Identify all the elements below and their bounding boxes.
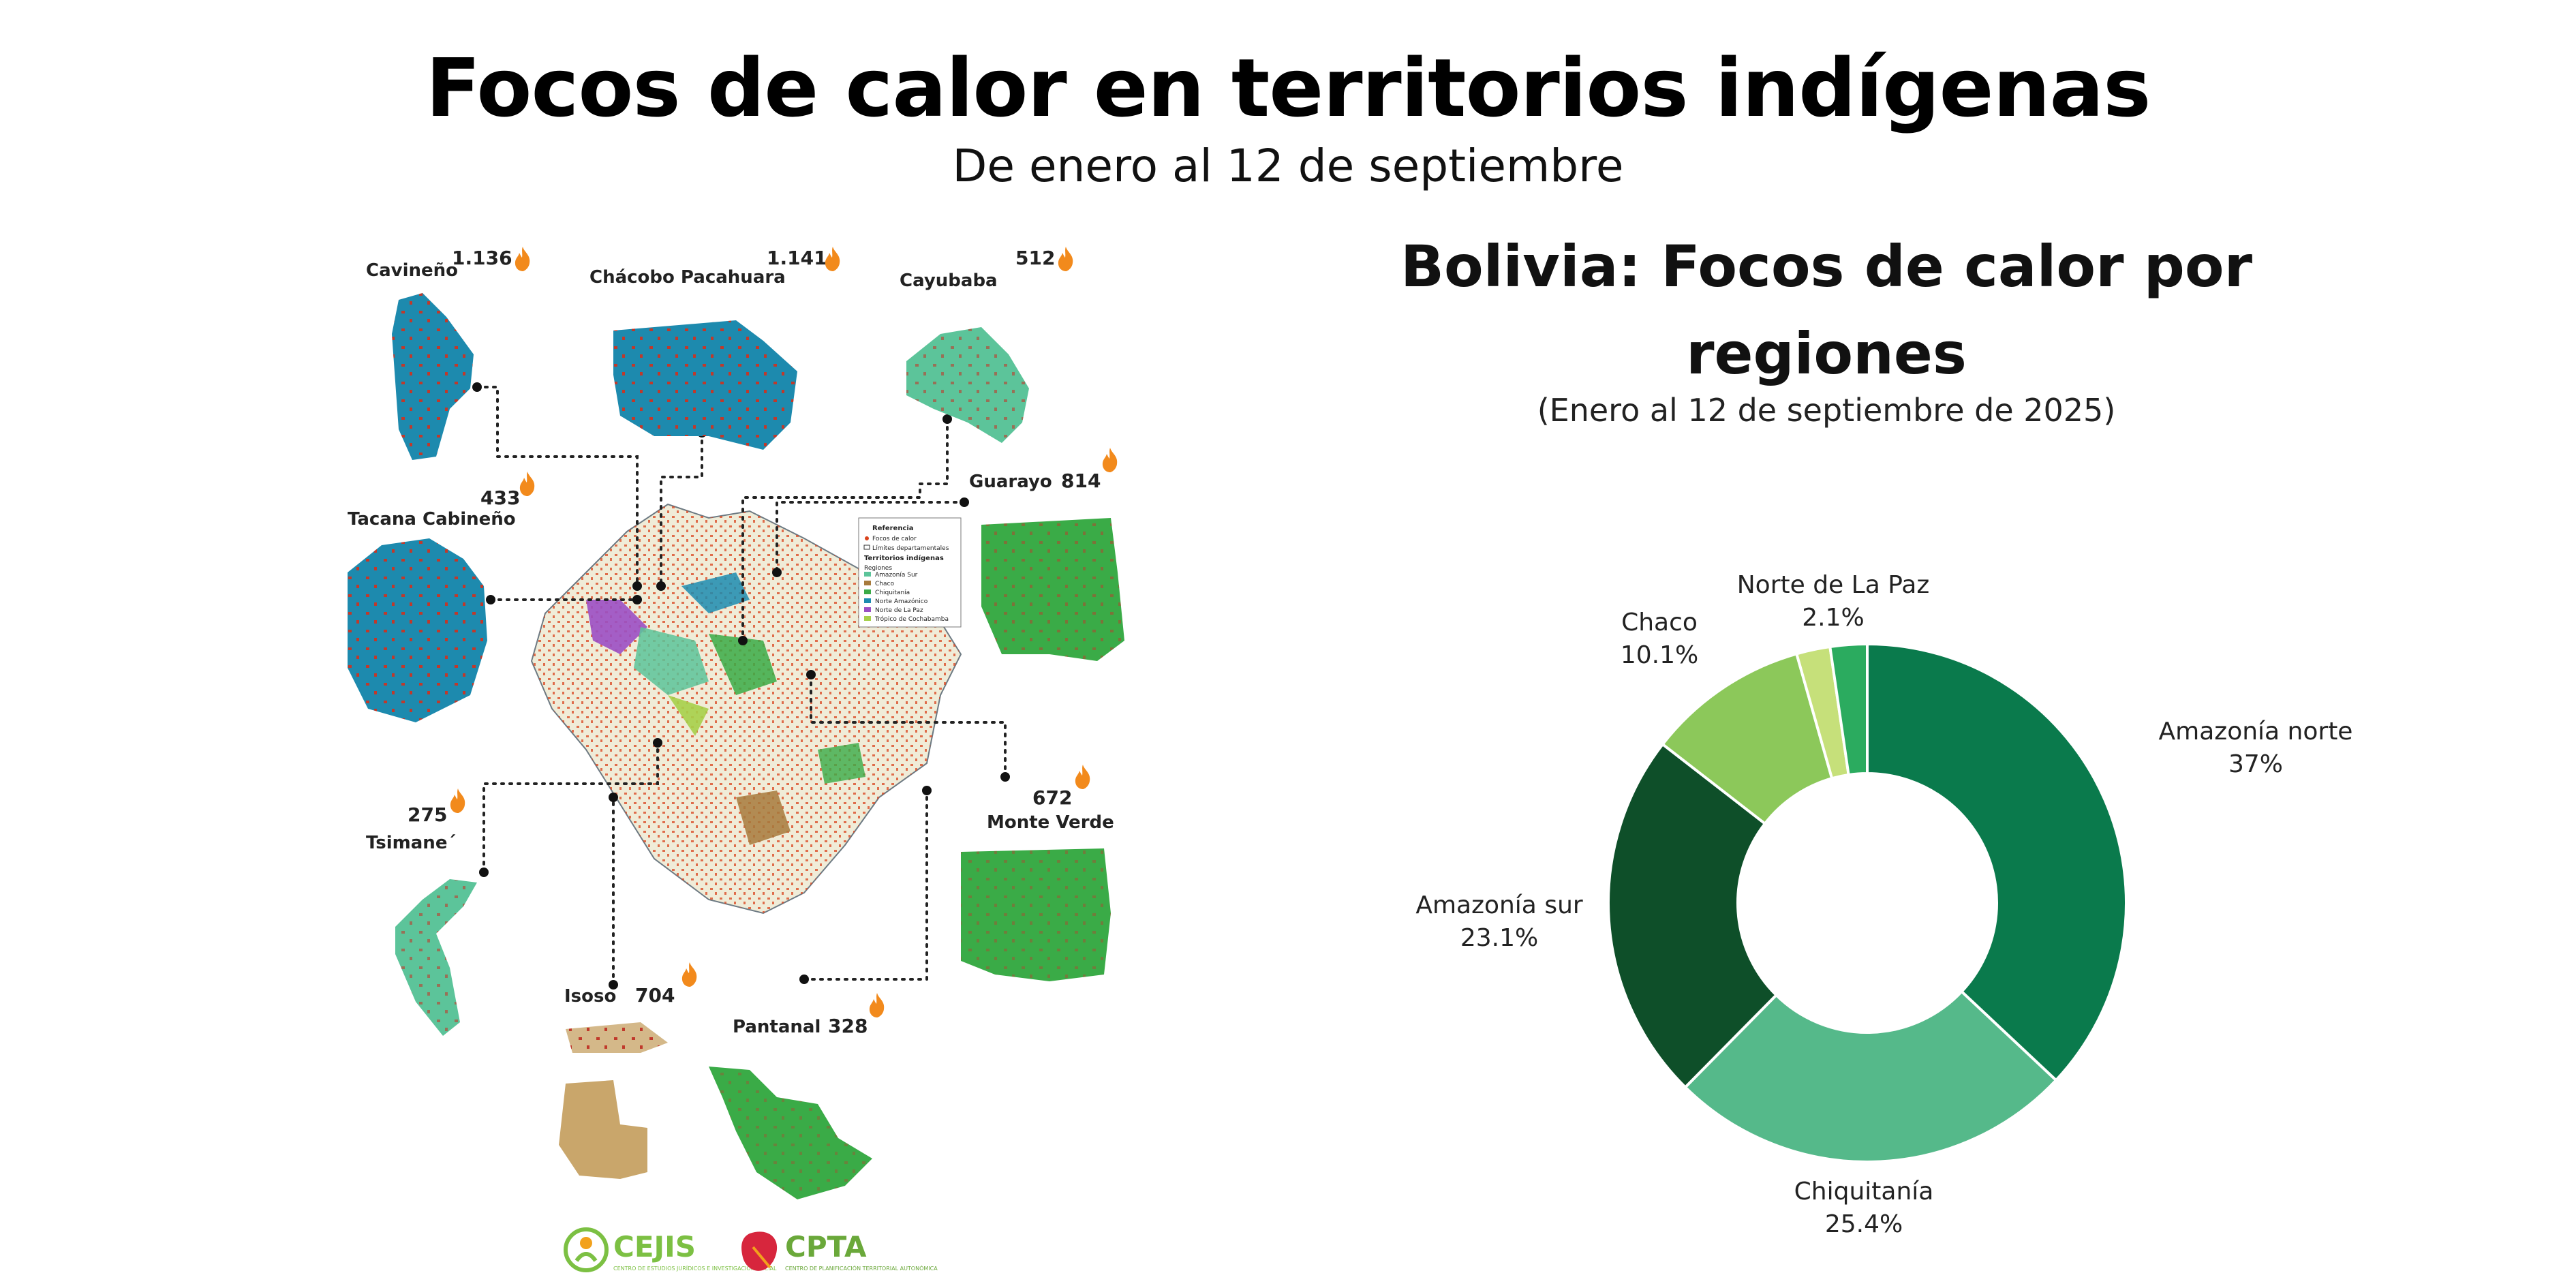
legend-region-label: Chiquitanía <box>875 589 910 596</box>
connector-lines <box>476 386 1007 986</box>
logo-cpta-name: CPTA <box>785 1230 867 1263</box>
legend-region-swatch <box>864 616 871 621</box>
flame-icon <box>450 788 465 813</box>
slice-category-label: Amazonía norte <box>2159 718 2353 746</box>
chart-title-line-2: regiones <box>1686 320 1967 387</box>
donut-labels: Amazonía norte 37% Chiquitanía 25.4% Amazoní… <box>1415 571 2352 1238</box>
slice-category-label: Norte de La Paz <box>1737 571 1930 599</box>
donut-slices <box>1607 642 2128 1163</box>
map-legend: Referencia Focos de calor Límites depart… <box>858 517 962 628</box>
flame-icon <box>1102 448 1118 472</box>
slice-category-label: Amazonía sur <box>1415 891 1583 919</box>
territory-name: Pantanal <box>733 1017 821 1037</box>
territory-count: 672 <box>1032 786 1072 809</box>
slice-percent-label: 25.4% <box>1825 1210 1903 1238</box>
territory-count: 433 <box>480 487 520 509</box>
slice-percent-label: 2.1% <box>1802 604 1864 632</box>
territory-name: Guarayo <box>969 472 1052 492</box>
legend-regions-label: Regiones <box>864 565 892 572</box>
regions-donut-chart-panel: Bolivia: Focos de calor por regiones (En… <box>1363 218 2385 1281</box>
territory-name: Tsimane´ <box>366 833 456 853</box>
logo-cejis-tagline: CENTRO DE ESTUDIOS JURÍDICOS E INVESTIGA… <box>613 1264 777 1272</box>
territory-monte-verde: Monte Verde 672 <box>961 765 1114 981</box>
cejis-logo: CEJIS CENTRO DE ESTUDIOS JURÍDICOS E INV… <box>564 1227 777 1272</box>
territory-count: 328 <box>828 1015 868 1037</box>
logo-cejis-name: CEJIS <box>613 1230 696 1263</box>
territory-name: Cavineño <box>366 260 458 281</box>
indigenous-territories-map-panel: Referencia Focos de calor Límites depart… <box>327 218 1186 1281</box>
donut-slice-amazonía-sur <box>1607 742 1779 1090</box>
territory-pantanal: Pantanal 328 <box>709 993 885 1199</box>
territory-count: 814 <box>1061 470 1101 492</box>
flame-icon <box>515 247 530 271</box>
territory-count: 1.136 <box>452 247 512 269</box>
donut-slice-chiquitanía <box>1683 990 2058 1163</box>
slice-percent-label: 23.1% <box>1460 924 1538 952</box>
flame-icon <box>825 247 840 271</box>
donut-slice-trópico-de-cochabamba <box>1828 642 1869 777</box>
connector-dots <box>472 382 1010 990</box>
territory-tsimane: Tsimane´ 275 <box>366 788 477 1036</box>
chart-subtitle: (Enero al 12 de septiembre de 2025) <box>1537 392 2116 429</box>
cpta-logo: CPTA CENTRO DE PLANIFICACIÓN TERRITORIAL… <box>741 1230 938 1272</box>
legend-region-label: Trópico de Cochabamba <box>874 615 949 623</box>
donut-slice-amazonía-norte <box>1866 642 2128 1082</box>
territory-count: 1.141 <box>767 247 827 269</box>
flame-icon <box>519 472 535 496</box>
legend-region-swatch <box>864 607 871 612</box>
slice-percent-label: 37% <box>2228 750 2283 778</box>
territory-name: Tacana Cabineño <box>348 509 516 530</box>
legend-boundary-swatch <box>863 545 870 550</box>
territory-count: 512 <box>1015 247 1055 269</box>
flame-icon <box>869 993 885 1017</box>
territory-count: 704 <box>635 984 675 1007</box>
territory-isoso: Isoso 704 <box>559 962 697 1179</box>
territory-chacobo-pacahuara: Chácobo Pacahuara 1.141 <box>589 247 840 450</box>
chart-title-line-1: Bolivia: Focos de calor por <box>1400 233 2253 300</box>
legend-region-label: Norte de La Paz <box>875 607 923 614</box>
legend-region-swatch <box>864 589 871 594</box>
regions-donut-chart: Bolivia: Focos de calor por regiones (En… <box>1400 233 2352 1238</box>
slice-percent-label: 10.1% <box>1621 641 1698 669</box>
territory-tacana-cabineno: Tacana Cabineño 433 <box>348 472 535 722</box>
page-title: Focos de calor en territorios indígenas <box>425 41 2151 135</box>
legend-region-label: Norte Amazónico <box>875 598 928 605</box>
territory-name: Monte Verde <box>987 812 1114 833</box>
legend-section: Territorios indígenas <box>864 554 944 562</box>
legend-item: Focos de calor <box>872 536 917 542</box>
territory-cayubaba: Cayubaba 512 <box>900 247 1073 443</box>
legend-region-swatch <box>864 581 871 585</box>
legend-region-swatch <box>864 572 871 577</box>
flame-icon <box>681 962 697 987</box>
territory-count: 275 <box>408 803 447 826</box>
legend-region-swatch <box>864 598 871 603</box>
legend-hotspot-swatch <box>865 536 869 540</box>
legend-title: Referencia <box>872 525 914 532</box>
logo-cpta-tagline: CENTRO DE PLANIFICACIÓN TERRITORIAL AUTO… <box>785 1264 938 1272</box>
legend-region-label: Chaco <box>875 581 894 587</box>
territory-name: Isoso <box>564 986 616 1007</box>
legend-item: Límites departamentales <box>872 545 949 552</box>
territory-cavineno: Cavineño 1.136 <box>366 247 530 460</box>
slice-category-label: Chaco <box>1621 609 1698 637</box>
flame-icon <box>1058 247 1073 271</box>
legend-region-label: Amazonía Sur <box>875 572 918 579</box>
bolivia-base-map <box>530 503 962 915</box>
territories-map: Referencia Focos de calor Límites depart… <box>348 247 1124 1272</box>
territory-name: Cayubaba <box>900 271 998 291</box>
territory-name: Chácobo Pacahuara <box>589 267 786 288</box>
page-subtitle: De enero al 12 de septiembre <box>952 140 1624 192</box>
legend-regions: Amazonía Sur Chaco Chiquitanía Norte Amazón… <box>864 572 949 623</box>
slice-category-label: Chiquitanía <box>1794 1178 1934 1206</box>
territory-guarayo: Guarayo 814 <box>969 448 1124 661</box>
flame-icon <box>1075 765 1090 789</box>
